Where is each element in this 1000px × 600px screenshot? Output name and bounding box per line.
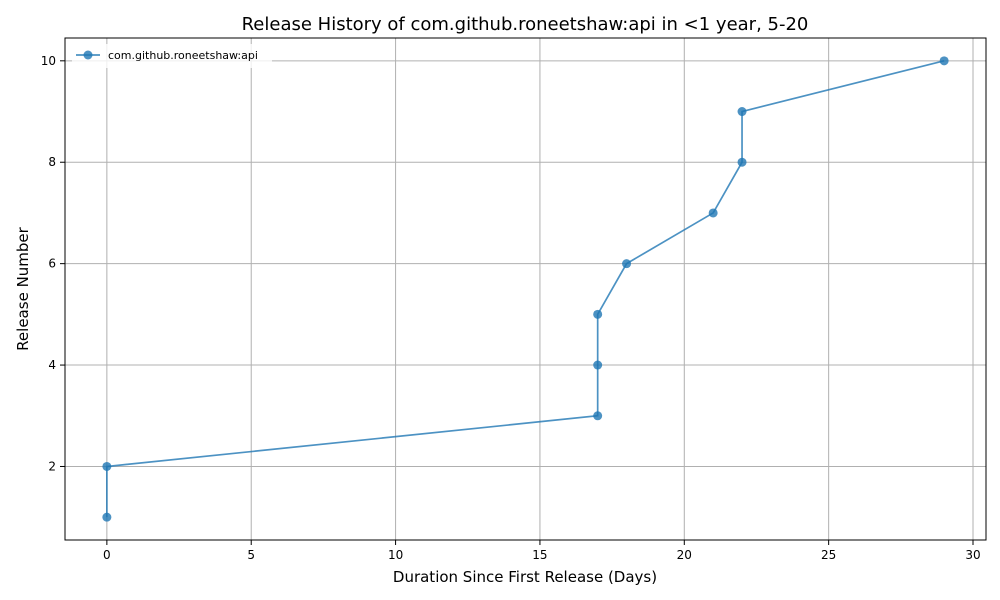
data-point: [622, 259, 632, 269]
data-point: [102, 512, 112, 522]
x-axis-label: Duration Since First Release (Days): [393, 568, 657, 586]
data-point: [102, 461, 112, 471]
x-tick-label: 0: [103, 548, 111, 562]
x-tick-label: 25: [821, 548, 836, 562]
legend-box: [72, 44, 272, 68]
data-point: [737, 157, 747, 167]
data-point: [939, 56, 949, 66]
y-tick-label: 4: [48, 358, 56, 372]
legend-marker-swatch: [83, 50, 93, 60]
x-tick-label: 20: [677, 548, 692, 562]
plot-frame: [64, 37, 987, 541]
axis-ticks: 0 5 10 15 20 25 30 2 4 6 8 10: [41, 54, 981, 562]
x-tick-label: 15: [532, 548, 547, 562]
y-tick-label: 10: [41, 54, 56, 68]
data-point: [708, 208, 718, 218]
y-tick-label: 2: [48, 459, 56, 473]
y-tick-label: 6: [48, 257, 56, 271]
legend-entry-label: com.github.roneetshaw:api: [108, 49, 258, 62]
data-point: [737, 107, 747, 117]
x-tick-label: 5: [247, 548, 255, 562]
x-tick-label: 10: [388, 548, 403, 562]
data-point: [593, 309, 603, 319]
y-axis-label: Release Number: [14, 226, 32, 350]
legend: com.github.roneetshaw:api: [72, 44, 272, 68]
x-tick-label: 30: [965, 548, 980, 562]
series-line: [106, 59, 945, 518]
data-point: [593, 360, 603, 370]
chart-title: Release History of com.github.roneetshaw…: [242, 14, 809, 35]
data-point: [593, 411, 603, 421]
series-layer: [102, 56, 949, 522]
y-tick-label: 8: [48, 155, 56, 169]
